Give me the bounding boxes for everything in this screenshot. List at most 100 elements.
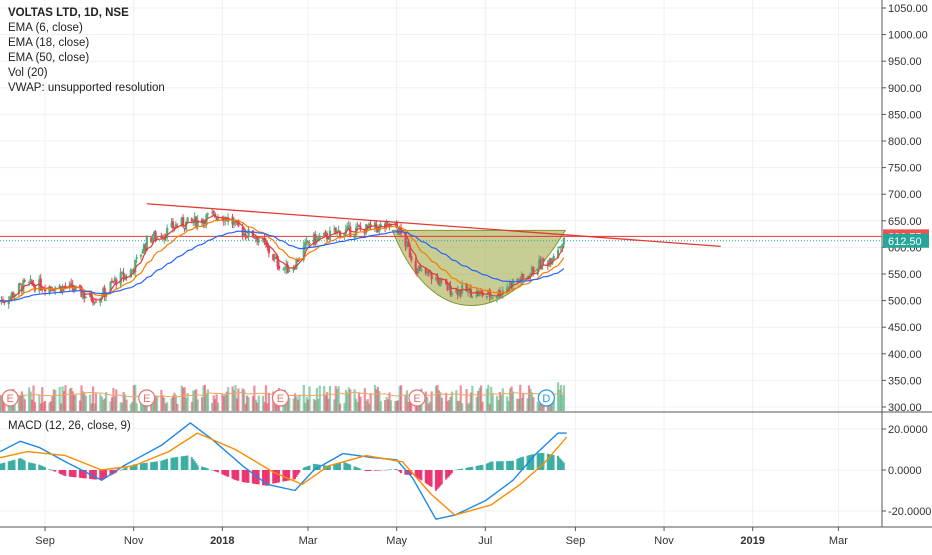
- macd-histogram-bar: [9, 460, 12, 470]
- macd-histogram-bar: [102, 470, 105, 480]
- volume-bar: [468, 402, 471, 411]
- macd-tick-label: -20.0000: [888, 506, 931, 518]
- candle-body: [327, 238, 330, 240]
- macd-histogram-bar: [225, 470, 228, 477]
- volume-bar: [183, 387, 186, 411]
- volume-bar: [200, 397, 204, 411]
- volume-bar: [298, 394, 301, 411]
- macd-histogram-bar: [359, 468, 362, 470]
- macd-histogram-bar: [277, 470, 280, 483]
- candle-body: [366, 225, 369, 228]
- candle-body: [110, 280, 114, 282]
- macd-histogram-bar: [254, 470, 257, 485]
- legend-volume: Vol (20): [8, 67, 48, 79]
- volume-bar: [251, 396, 255, 411]
- volume-bar: [481, 401, 484, 411]
- volume-bar: [163, 397, 166, 411]
- macd-histogram-bar: [305, 466, 308, 470]
- volume-bar: [115, 389, 118, 411]
- volume-bar: [211, 402, 214, 411]
- macd-histogram-bar: [562, 462, 565, 470]
- candle-body: [471, 296, 474, 298]
- macd-histogram-bar: [449, 470, 452, 475]
- volume-bar: [388, 392, 391, 411]
- candle-body: [459, 290, 462, 295]
- macd-histogram-bar: [68, 470, 71, 477]
- macd-histogram-bar: [186, 455, 189, 470]
- candle-body: [418, 266, 422, 269]
- candle-body: [13, 293, 16, 297]
- macd-histogram-bar: [519, 457, 522, 470]
- macd-histogram-bar: [333, 464, 336, 470]
- candle-body: [478, 291, 481, 297]
- volume-bar: [202, 385, 205, 411]
- volume-bar: [314, 400, 317, 411]
- macd-histogram-bar: [522, 456, 525, 470]
- macd-histogram-bar: [445, 470, 448, 480]
- volume-bar: [430, 391, 433, 411]
- candle-body: [7, 300, 10, 305]
- macd-histogram-bar: [141, 463, 144, 470]
- candle-body: [456, 290, 459, 295]
- macd-histogram-bar: [180, 456, 183, 470]
- volume-bar: [134, 384, 137, 411]
- volume-bar: [337, 386, 340, 411]
- macd-tick-label: 20.0000: [888, 424, 928, 436]
- macd-histogram-bar: [234, 470, 237, 481]
- macd-histogram-bar: [420, 470, 423, 481]
- macd-histogram-bar: [384, 469, 387, 471]
- volume-bar: [427, 403, 430, 411]
- macd-histogram-bar: [232, 470, 235, 480]
- candle-body: [62, 286, 66, 288]
- volume-bar: [308, 386, 311, 411]
- candle-body: [277, 265, 281, 270]
- price-tick-label: 1000.00: [888, 30, 928, 42]
- volume-bar: [253, 385, 256, 411]
- macd-histogram-bar: [283, 470, 286, 482]
- volume-bar: [363, 388, 366, 411]
- volume-bar: [356, 402, 359, 411]
- volume-bar: [205, 393, 208, 411]
- volume-bar: [94, 393, 98, 411]
- volume-bar: [455, 390, 458, 411]
- macd-histogram-bar: [498, 461, 501, 470]
- volume-bar: [485, 388, 488, 411]
- macd-histogram-bar: [542, 452, 545, 470]
- volume-bar: [511, 391, 515, 411]
- macd-histogram-bar: [183, 455, 186, 470]
- macd-histogram-bar: [275, 470, 278, 484]
- volume-bar: [336, 389, 339, 411]
- candle-body: [507, 286, 510, 288]
- candle-body: [22, 280, 25, 292]
- candle-body: [519, 279, 522, 282]
- candle-body: [275, 256, 278, 258]
- macd-histogram-bar: [440, 470, 443, 485]
- volume-bar: [466, 403, 470, 411]
- macd-histogram-bar: [304, 467, 307, 470]
- volume-bar: [559, 385, 563, 411]
- candle-body: [408, 248, 411, 258]
- macd-histogram-bar: [288, 470, 291, 481]
- macd-histogram-bar: [263, 470, 266, 486]
- volume-bar: [93, 403, 96, 411]
- macd-histogram-bar: [408, 470, 411, 475]
- macd-histogram-bar: [264, 470, 267, 486]
- candle-body: [376, 229, 379, 232]
- candle-body: [272, 254, 275, 260]
- macd-histogram-bar: [1, 463, 4, 470]
- macd-histogram-bar: [461, 468, 464, 470]
- macd-histogram-bar: [488, 462, 491, 470]
- candle-body: [144, 245, 147, 250]
- macd-histogram-bar: [215, 470, 218, 472]
- macd-histogram-bar: [315, 464, 318, 470]
- volume-bar: [379, 401, 382, 411]
- macd-histogram-bar: [202, 467, 205, 470]
- volume-bar: [285, 400, 288, 411]
- candle-body: [266, 243, 269, 248]
- macd-histogram-bar: [84, 470, 87, 479]
- volume-bar: [344, 389, 348, 411]
- volume-bar: [373, 384, 377, 411]
- macd-histogram-bar: [196, 465, 199, 470]
- macd-histogram-bar: [246, 470, 249, 483]
- candle-body: [315, 237, 318, 243]
